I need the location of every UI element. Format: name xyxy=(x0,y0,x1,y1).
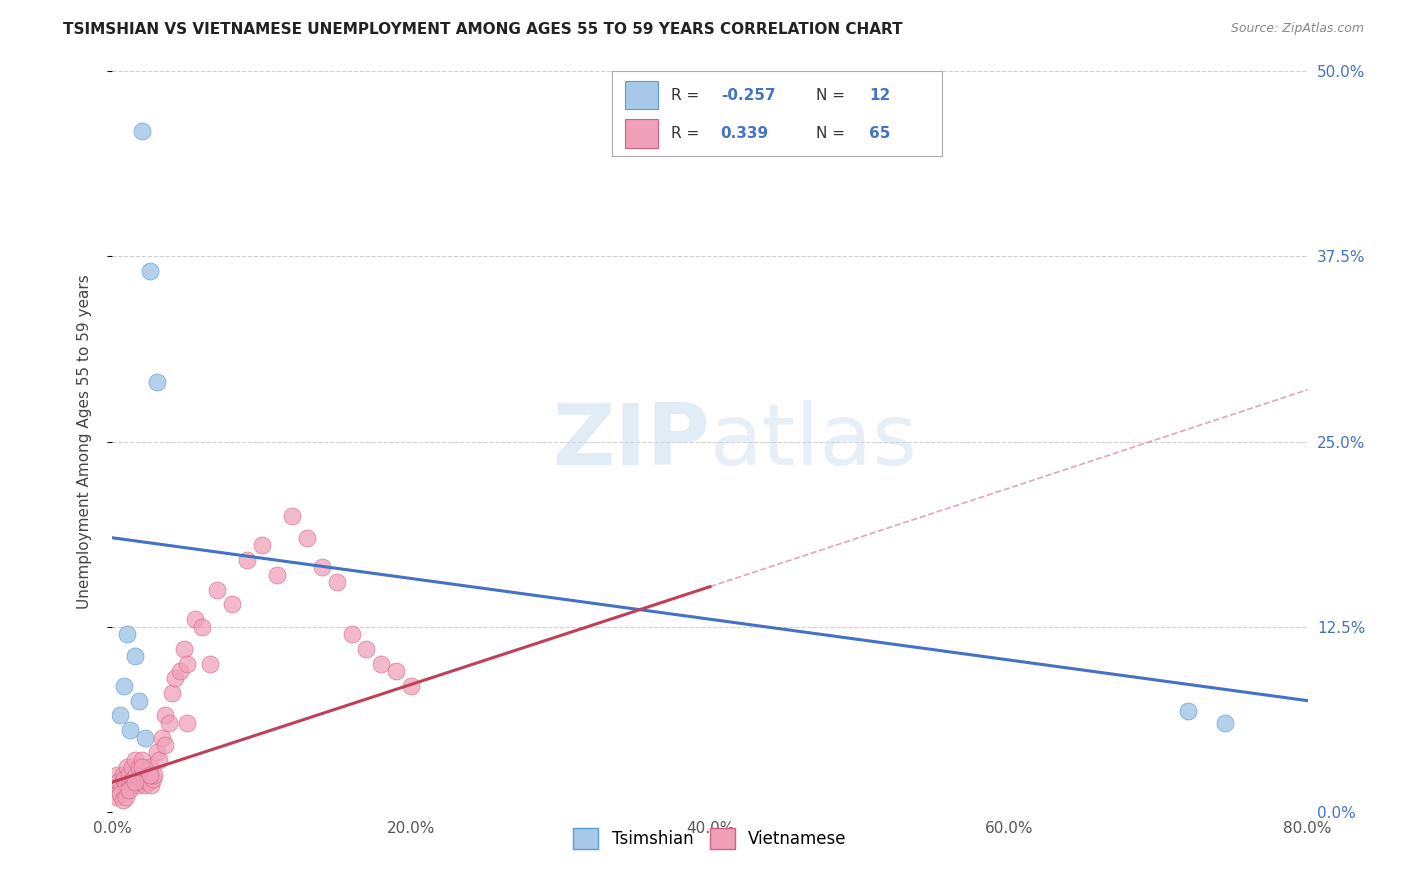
Point xyxy=(340,627,363,641)
Point xyxy=(108,787,131,801)
Point xyxy=(132,772,155,786)
Point xyxy=(108,708,131,723)
Text: ZIP: ZIP xyxy=(553,400,710,483)
Point xyxy=(221,598,243,612)
Text: TSIMSHIAN VS VIETNAMESE UNEMPLOYMENT AMONG AGES 55 TO 59 YEARS CORRELATION CHART: TSIMSHIAN VS VIETNAMESE UNEMPLOYMENT AMO… xyxy=(63,22,903,37)
Point xyxy=(173,641,195,656)
Point xyxy=(370,657,392,671)
Text: 65: 65 xyxy=(869,126,891,141)
Point xyxy=(198,657,221,671)
Point xyxy=(122,772,145,786)
Point xyxy=(191,619,214,633)
Point xyxy=(117,760,139,774)
Point xyxy=(281,508,304,523)
Point xyxy=(135,767,157,781)
Text: -0.257: -0.257 xyxy=(721,87,775,103)
Text: 0.339: 0.339 xyxy=(721,126,769,141)
Point xyxy=(128,694,150,708)
Point xyxy=(142,772,165,786)
Point xyxy=(143,767,166,781)
Point xyxy=(105,767,128,781)
Point xyxy=(114,679,135,693)
Point xyxy=(124,775,146,789)
Point xyxy=(176,715,198,730)
Point xyxy=(128,760,150,774)
FancyBboxPatch shape xyxy=(624,119,658,147)
Point xyxy=(385,664,408,678)
Text: R =: R = xyxy=(671,126,704,141)
Point xyxy=(311,560,333,574)
Point xyxy=(148,753,170,767)
Point xyxy=(111,767,134,781)
Text: N =: N = xyxy=(817,126,851,141)
Point xyxy=(139,767,162,781)
Legend: Tsimshian, Vietnamese: Tsimshian, Vietnamese xyxy=(567,822,853,855)
Point xyxy=(146,376,169,390)
Point xyxy=(169,664,191,678)
Point xyxy=(150,731,173,745)
Point xyxy=(131,753,153,767)
Point xyxy=(125,767,148,781)
Point xyxy=(162,686,183,700)
Text: atlas: atlas xyxy=(710,400,918,483)
Point xyxy=(127,778,149,792)
Point xyxy=(401,679,423,693)
Point xyxy=(117,782,139,797)
Point xyxy=(134,778,156,792)
Point xyxy=(325,575,347,590)
Point xyxy=(266,567,288,582)
Point xyxy=(146,746,169,760)
Point xyxy=(236,553,259,567)
Point xyxy=(131,123,153,137)
Point xyxy=(153,708,176,723)
Text: N =: N = xyxy=(817,87,851,103)
Point xyxy=(107,775,129,789)
Point xyxy=(157,715,180,730)
Point xyxy=(176,657,198,671)
Point xyxy=(295,531,318,545)
Point xyxy=(1177,704,1199,718)
Point xyxy=(131,760,153,774)
Y-axis label: Unemployment Among Ages 55 to 59 years: Unemployment Among Ages 55 to 59 years xyxy=(77,274,91,609)
Point xyxy=(111,793,134,807)
Text: R =: R = xyxy=(671,87,704,103)
Point xyxy=(121,778,143,792)
Point xyxy=(117,627,139,641)
Point xyxy=(165,672,187,686)
FancyBboxPatch shape xyxy=(624,80,658,110)
Point xyxy=(115,789,138,804)
Point xyxy=(134,731,156,745)
Point xyxy=(108,778,131,792)
Point xyxy=(205,582,228,597)
Point xyxy=(115,778,138,792)
Point xyxy=(141,778,163,792)
Point xyxy=(153,738,176,752)
Point xyxy=(118,767,141,781)
Point xyxy=(1215,715,1237,730)
Point xyxy=(124,649,146,664)
Point xyxy=(121,760,143,774)
Point xyxy=(139,264,162,278)
Point xyxy=(110,782,132,797)
Point xyxy=(120,775,142,789)
Point xyxy=(129,775,152,789)
Point xyxy=(138,775,160,789)
Text: Source: ZipAtlas.com: Source: ZipAtlas.com xyxy=(1230,22,1364,36)
Point xyxy=(356,641,378,656)
Point xyxy=(120,723,142,738)
Point xyxy=(118,782,141,797)
Point xyxy=(105,789,128,804)
Point xyxy=(139,760,162,774)
Point xyxy=(114,772,135,786)
Text: 12: 12 xyxy=(869,87,890,103)
Point xyxy=(250,538,273,552)
Point xyxy=(124,753,146,767)
Point xyxy=(183,612,205,626)
